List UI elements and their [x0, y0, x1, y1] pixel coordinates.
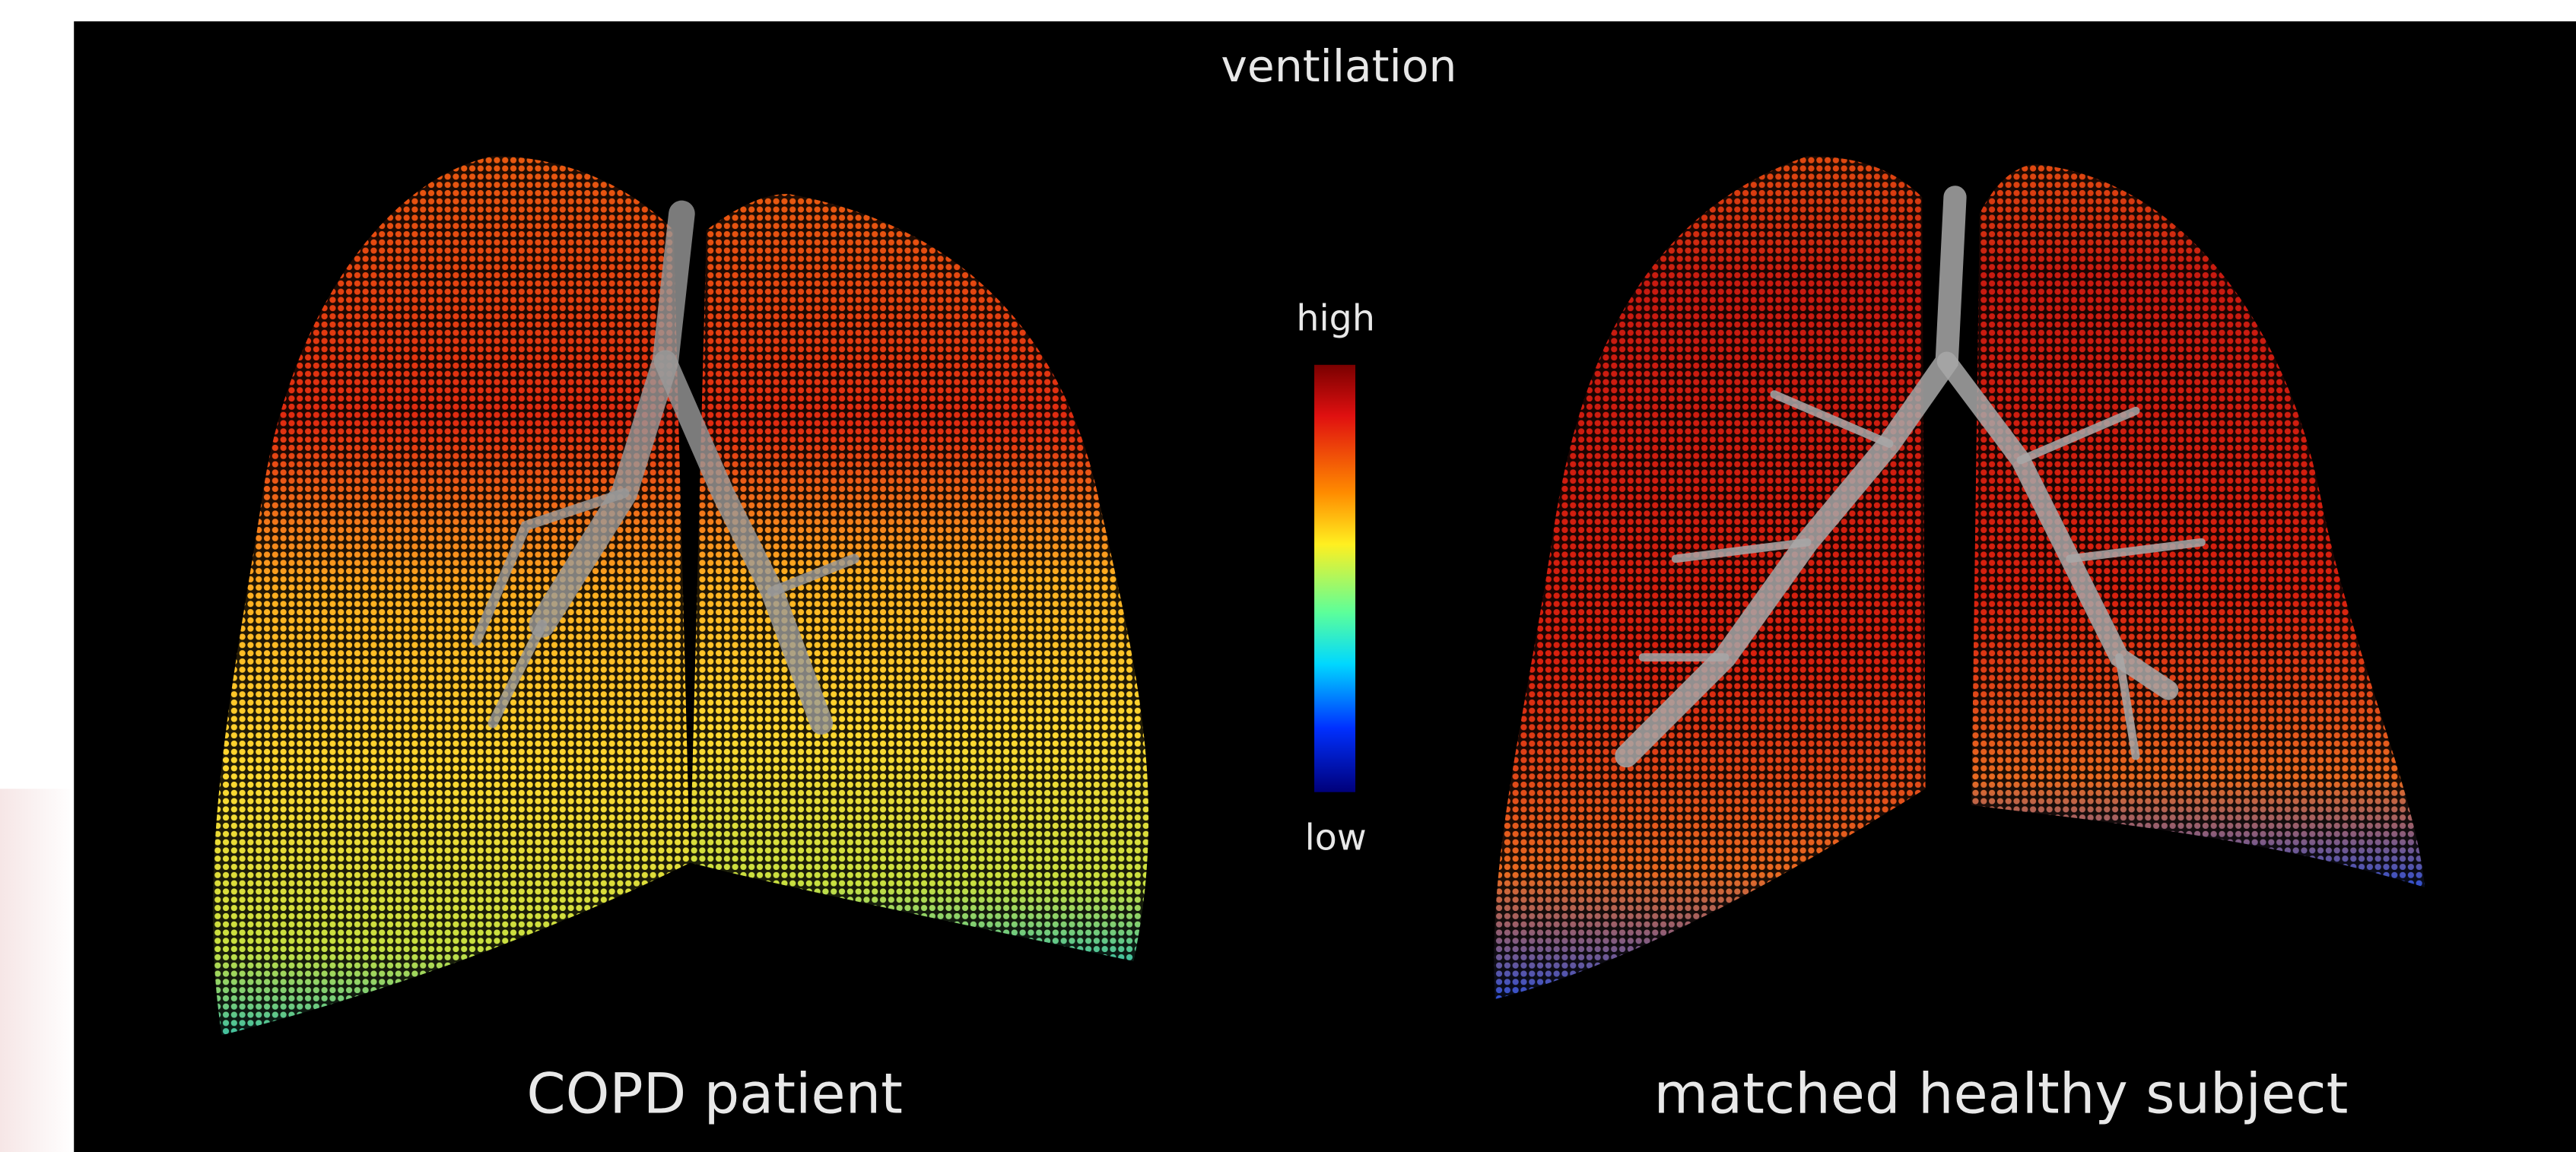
colorbar	[1314, 365, 1355, 792]
panel-label: matched healthy subject	[1654, 1062, 2349, 1127]
panel-label: COPD patient	[526, 1062, 903, 1127]
edge-tint	[0, 789, 74, 1152]
title: ventilation	[1221, 40, 1456, 92]
page: ventilation high low COPD patient matche…	[0, 0, 2576, 1152]
colorbar-high: high	[1296, 297, 1375, 339]
colorbar-low: low	[1305, 817, 1367, 858]
figure: ventilation high low COPD patient matche…	[0, 0, 2576, 1152]
